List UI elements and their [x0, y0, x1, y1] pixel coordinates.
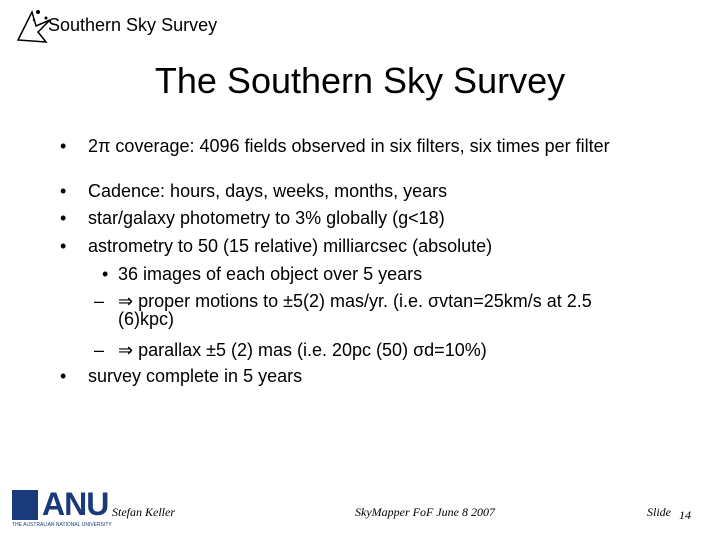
bullet-text: 36 images of each object over 5 years: [118, 264, 423, 284]
footer-slide-label: Slide: [647, 505, 671, 519]
bullet-marker: •: [60, 236, 67, 256]
bullet-marker: •: [60, 181, 67, 201]
bullet-marker: •: [60, 136, 67, 156]
star-logo: [16, 9, 51, 43]
bullet-marker: •: [60, 366, 67, 386]
bullet-text: Cadence: hours, days, weeks, months, yea…: [88, 181, 448, 201]
anu-subtext: THE AUSTRALIAN NATIONAL UNIVERSITY: [12, 522, 112, 528]
bullet-marker: •: [102, 264, 109, 284]
bullet-marker: –: [94, 291, 105, 311]
bullet-text: ⇒ proper motions to ±5(2) mas/yr. (i.e. …: [118, 291, 592, 329]
bullet-text: astrometry to 50 (15 relative) milliarcs…: [88, 236, 493, 256]
footer-slide-number: 14: [679, 508, 691, 522]
slide-title: The Southern Sky Survey: [154, 60, 566, 101]
bullet-text: ⇒ parallax ±5 (2) mas (i.e. 20pc (50) σd…: [118, 340, 487, 360]
bullet-text: survey complete in 5 years: [88, 366, 303, 386]
anu-text: ANU: [42, 486, 109, 522]
footer-author: Stefan Keller: [112, 505, 175, 519]
bullet-marker: –: [94, 340, 105, 360]
bullet-marker: •: [60, 208, 67, 228]
footer-event: SkyMapper FoF June 8 2007: [355, 505, 495, 519]
bullet-text: 2π coverage: 4096 fields observed in six…: [88, 136, 610, 156]
bullet-text: star/galaxy photometry to 3% globally (g…: [88, 208, 445, 228]
header-text: Southern Sky Survey: [48, 15, 218, 35]
anu-logo: ANU: [12, 486, 110, 522]
